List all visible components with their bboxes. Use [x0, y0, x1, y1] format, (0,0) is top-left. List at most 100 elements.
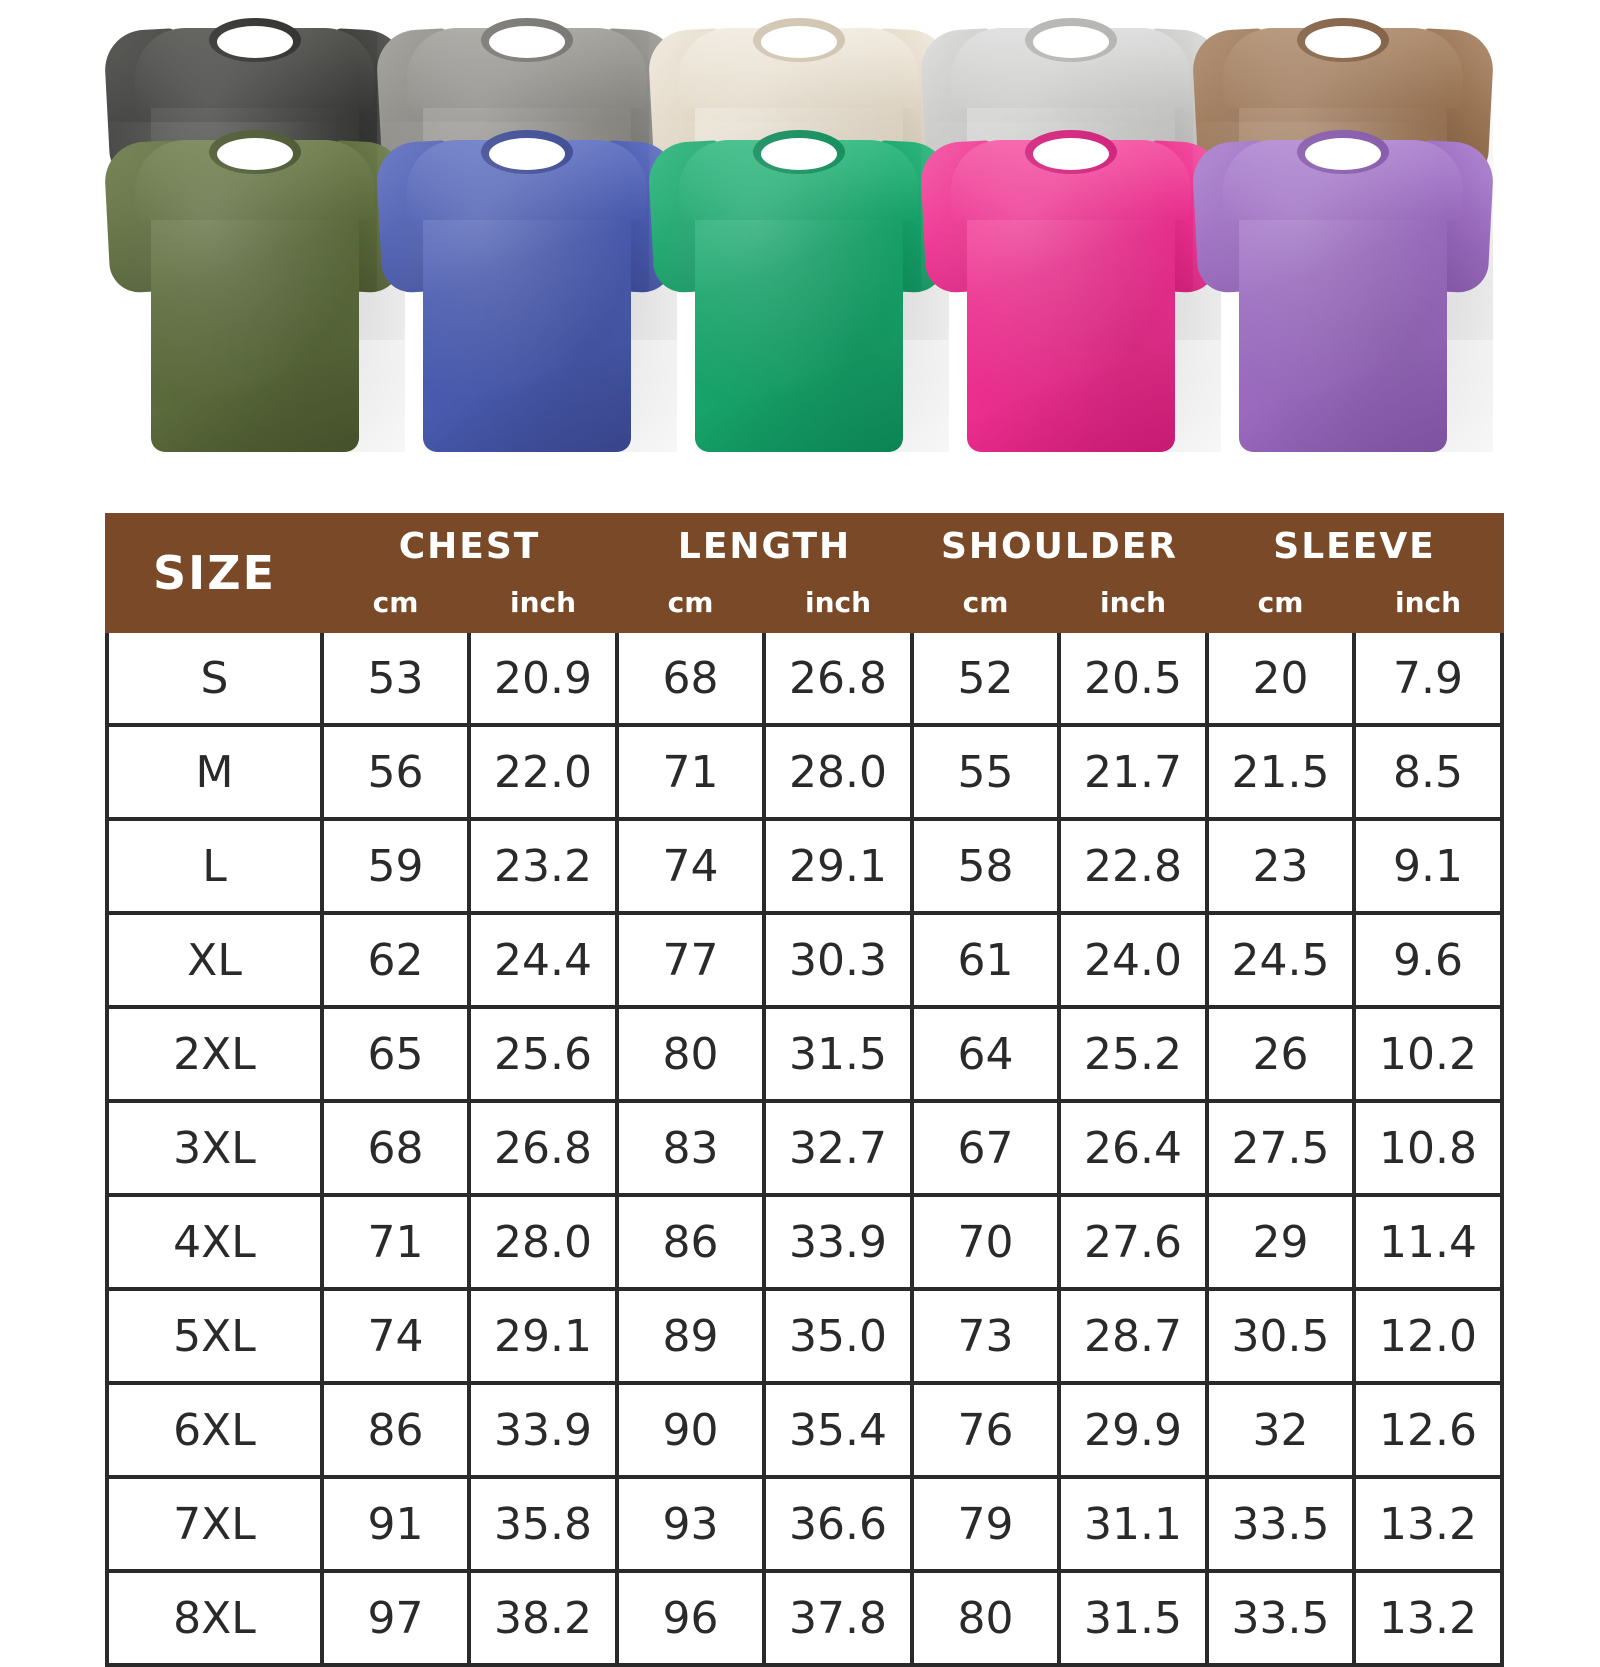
- cell-shoulder-cm: 73: [910, 1287, 1062, 1385]
- size-label: 5XL: [105, 1287, 324, 1385]
- shirt-neck-opening: [489, 26, 565, 58]
- shirt-neck-opening: [489, 138, 565, 170]
- cell-sleeve-cm: 32: [1205, 1381, 1357, 1479]
- size-label: 2XL: [105, 1005, 324, 1103]
- header-group-sleeve: SLEEVE: [1205, 513, 1505, 575]
- cell-chest-cm: 56: [320, 723, 471, 821]
- cell-sleeve-cm: 20: [1205, 629, 1357, 727]
- cell-shoulder-in: 22.8: [1057, 817, 1210, 915]
- size-label: S: [105, 629, 324, 727]
- cell-sleeve-cm: 26: [1205, 1005, 1357, 1103]
- shirt-washed-blue[interactable]: [375, 122, 679, 452]
- shirt-washed-olive[interactable]: [103, 122, 407, 452]
- cell-chest-cm: 62: [320, 911, 471, 1009]
- cell-length-in: 35.0: [761, 1287, 915, 1385]
- header-unit-sleeve-cm: cm: [1205, 575, 1357, 633]
- header-unit-length-inch: inch: [761, 575, 915, 633]
- shirt-neck-opening: [1033, 138, 1109, 170]
- cell-chest-cm: 71: [320, 1193, 471, 1291]
- shirt-neck-opening: [217, 138, 293, 170]
- cell-chest-in: 26.8: [467, 1099, 619, 1197]
- cell-chest-cm: 59: [320, 817, 471, 915]
- size-label: 6XL: [105, 1381, 324, 1479]
- cell-chest-in: 25.6: [467, 1005, 619, 1103]
- cell-shoulder-cm: 58: [910, 817, 1062, 915]
- cell-length-cm: 77: [615, 911, 766, 1009]
- cell-shoulder-cm: 70: [910, 1193, 1062, 1291]
- cell-sleeve-in: 12.0: [1352, 1287, 1505, 1385]
- cell-length-in: 35.4: [761, 1381, 915, 1479]
- size-label: L: [105, 817, 324, 915]
- cell-length-cm: 89: [615, 1287, 766, 1385]
- size-label: 8XL: [105, 1569, 324, 1667]
- cell-shoulder-in: 26.4: [1057, 1099, 1210, 1197]
- table-row: 7XL 91 35.8 93 36.6 79 31.1 33.5 13.2: [105, 1475, 1505, 1573]
- cell-shoulder-in: 20.5: [1057, 629, 1210, 727]
- cell-sleeve-cm: 33.5: [1205, 1569, 1357, 1667]
- size-label: 4XL: [105, 1193, 324, 1291]
- shirt-washed-purple[interactable]: [1191, 122, 1495, 452]
- cell-chest-in: 22.0: [467, 723, 619, 821]
- cell-length-in: 28.0: [761, 723, 915, 821]
- shirt-neck-opening: [1305, 26, 1381, 58]
- cell-sleeve-in: 13.2: [1352, 1569, 1505, 1667]
- cell-sleeve-cm: 27.5: [1205, 1099, 1357, 1197]
- cell-sleeve-cm: 29: [1205, 1193, 1357, 1291]
- cell-chest-cm: 86: [320, 1381, 471, 1479]
- cell-chest-in: 38.2: [467, 1569, 619, 1667]
- cell-length-cm: 71: [615, 723, 766, 821]
- cell-sleeve-cm: 23: [1205, 817, 1357, 915]
- shirt-washed-pink[interactable]: [919, 122, 1223, 452]
- table-row: 2XL 65 25.6 80 31.5 64 25.2 26 10.2: [105, 1005, 1505, 1103]
- cell-sleeve-in: 12.6: [1352, 1381, 1505, 1479]
- cell-shoulder-in: 25.2: [1057, 1005, 1210, 1103]
- table-row: L 59 23.2 74 29.1 58 22.8 23 9.1: [105, 817, 1505, 915]
- cell-chest-in: 33.9: [467, 1381, 619, 1479]
- size-chart-container: SIZE CHEST LENGTH SHOULDER SLEEVE cm inch cm inc…: [105, 513, 1505, 1667]
- table-row: 5XL 74 29.1 89 35.0 73 28.7 30.5 12.0: [105, 1287, 1505, 1385]
- cell-chest-cm: 97: [320, 1569, 471, 1667]
- table-row: XL 62 24.4 77 30.3 61 24.0 24.5 9.6: [105, 911, 1505, 1009]
- size-label: M: [105, 723, 324, 821]
- cell-sleeve-in: 9.1: [1352, 817, 1505, 915]
- cell-chest-cm: 74: [320, 1287, 471, 1385]
- cell-shoulder-cm: 64: [910, 1005, 1062, 1103]
- cell-length-in: 36.6: [761, 1475, 915, 1573]
- cell-shoulder-cm: 79: [910, 1475, 1062, 1573]
- cell-length-cm: 80: [615, 1005, 766, 1103]
- t-shirt-color-gallery: [0, 0, 1600, 505]
- table-row: S 53 20.9 68 26.8 52 20.5 20 7.9: [105, 629, 1505, 727]
- size-label: XL: [105, 911, 324, 1009]
- cell-length-in: 32.7: [761, 1099, 915, 1197]
- header-size: SIZE: [105, 513, 324, 633]
- cell-chest-in: 24.4: [467, 911, 619, 1009]
- table-row: 3XL 68 26.8 83 32.7 67 26.4 27.5 10.8: [105, 1099, 1505, 1197]
- cell-sleeve-in: 11.4: [1352, 1193, 1505, 1291]
- cell-shoulder-cm: 76: [910, 1381, 1062, 1479]
- header-group-chest: CHEST: [320, 513, 619, 575]
- table-row: M 56 22.0 71 28.0 55 21.7 21.5 8.5: [105, 723, 1505, 821]
- header-unit-chest-cm: cm: [320, 575, 471, 633]
- cell-length-in: 33.9: [761, 1193, 915, 1291]
- table-row: 6XL 86 33.9 90 35.4 76 29.9 32 12.6: [105, 1381, 1505, 1479]
- table-row: 4XL 71 28.0 86 33.9 70 27.6 29 11.4: [105, 1193, 1505, 1291]
- cell-sleeve-in: 10.2: [1352, 1005, 1505, 1103]
- shirt-washed-green[interactable]: [647, 122, 951, 452]
- cell-shoulder-in: 27.6: [1057, 1193, 1210, 1291]
- cell-chest-in: 28.0: [467, 1193, 619, 1291]
- cell-length-in: 29.1: [761, 817, 915, 915]
- header-unit-sleeve-inch: inch: [1352, 575, 1505, 633]
- cell-sleeve-in: 7.9: [1352, 629, 1505, 727]
- cell-length-cm: 83: [615, 1099, 766, 1197]
- cell-sleeve-in: 8.5: [1352, 723, 1505, 821]
- cell-length-in: 30.3: [761, 911, 915, 1009]
- cell-sleeve-cm: 33.5: [1205, 1475, 1357, 1573]
- cell-chest-cm: 53: [320, 629, 471, 727]
- cell-shoulder-in: 29.9: [1057, 1381, 1210, 1479]
- header-unit-shoulder-inch: inch: [1057, 575, 1210, 633]
- cell-length-in: 31.5: [761, 1005, 915, 1103]
- cell-length-cm: 90: [615, 1381, 766, 1479]
- cell-sleeve-in: 9.6: [1352, 911, 1505, 1009]
- cell-shoulder-cm: 55: [910, 723, 1062, 821]
